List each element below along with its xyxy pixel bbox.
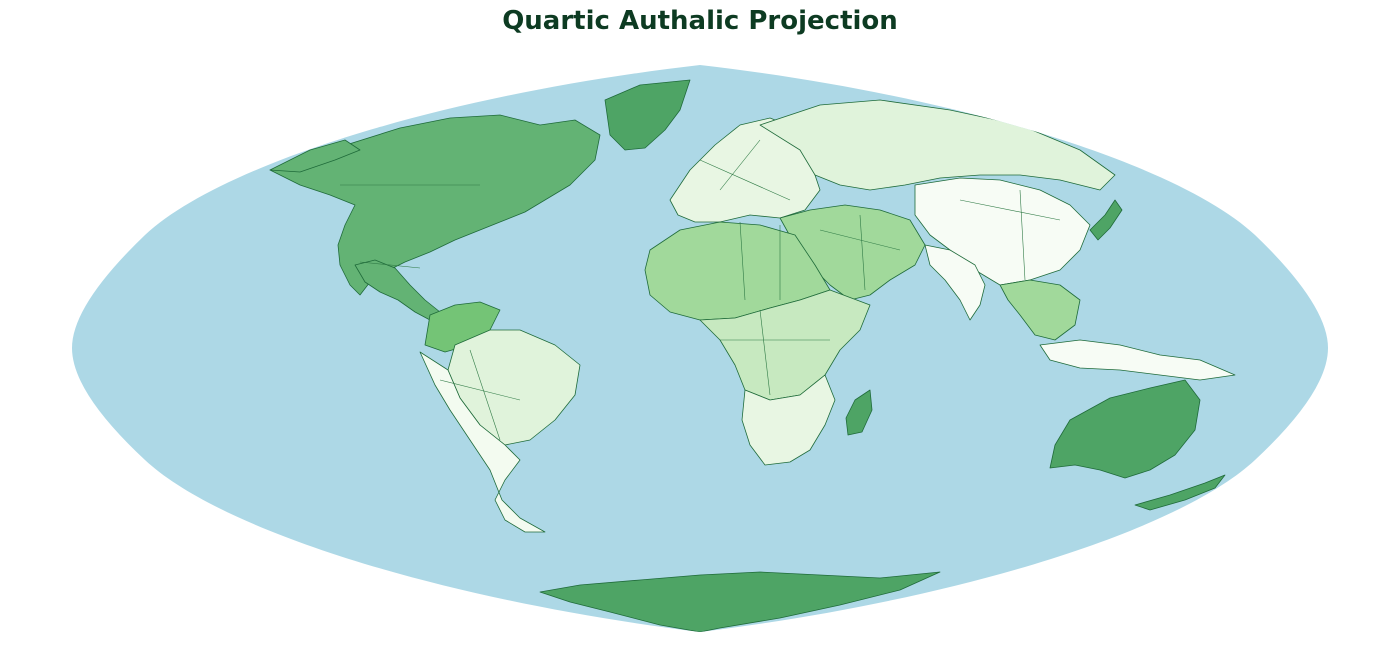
region-new-zealand — [1134, 474, 1226, 511]
ocean-globe — [72, 65, 1328, 632]
region-russia — [759, 99, 1116, 191]
region-greenland — [604, 79, 691, 151]
region-australia — [1049, 379, 1201, 479]
land-layer — [269, 79, 1236, 632]
region-north-america — [269, 114, 601, 296]
region-madagascar — [845, 389, 873, 436]
region-central-africa — [699, 289, 871, 401]
region-antarctica — [539, 571, 941, 632]
region-southeast-asia — [999, 279, 1081, 341]
region-japan — [1089, 199, 1123, 241]
region-southern-africa — [741, 374, 836, 466]
region-china — [914, 177, 1091, 286]
region-alaska — [269, 139, 361, 173]
region-southern-south-america — [419, 351, 546, 533]
country-borders — [340, 139, 1061, 441]
map-title: Quartic Authalic Projection — [502, 6, 898, 36]
region-india — [924, 244, 986, 321]
region-europe — [669, 117, 821, 223]
region-indonesia — [1039, 339, 1236, 381]
